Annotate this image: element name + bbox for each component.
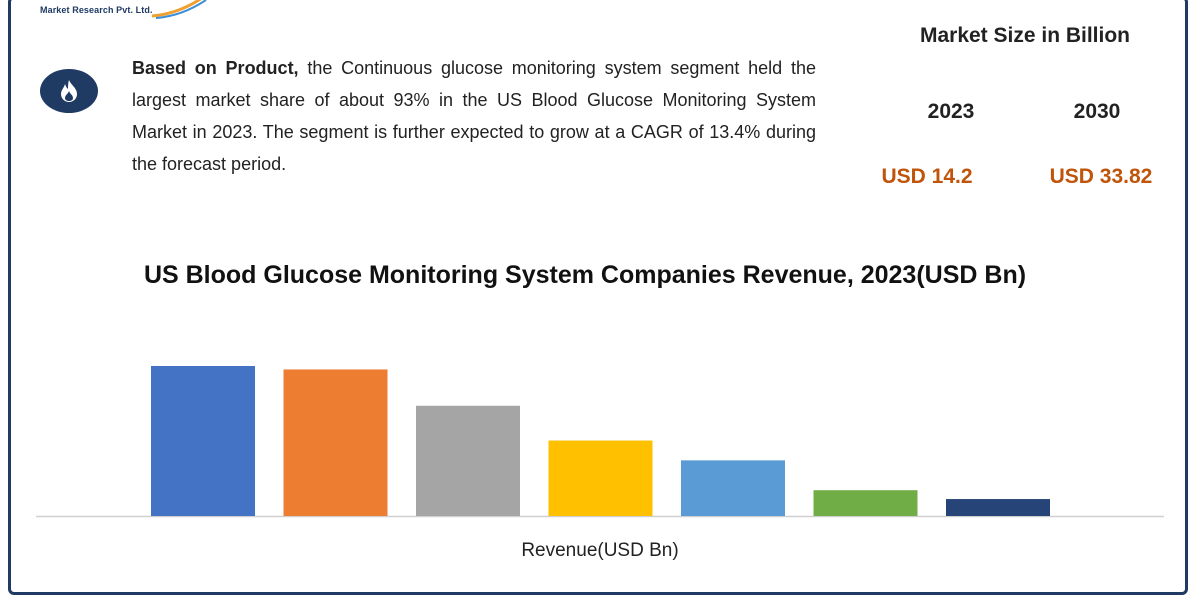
logo-caption: Market Research Pvt. Ltd. [40,5,153,15]
summary-body: the Continuous glucose monitoring system… [132,58,816,174]
bar-7 [946,499,1050,516]
bar-3 [416,405,520,516]
chart-title: US Blood Glucose Monitoring System Compa… [143,261,1027,289]
bar-1 [151,366,255,516]
bar-6 [813,490,918,516]
summary-paragraph: Based on Product, the Continuous glucose… [132,52,816,180]
bar-2 [283,369,388,516]
market-size-title: Market Size in Billion [919,24,1131,47]
bar-4 [548,440,653,516]
page-frame [8,0,1188,595]
summary-badge [40,69,98,113]
market-size-value-2023: USD 14.2 [881,165,973,188]
market-size-year-2030: 2030 [1073,100,1121,123]
flame-icon [61,80,77,102]
summary-lead: Based on Product, [132,58,299,78]
logo-swoosh-icon [151,0,207,19]
market-size-year-2023: 2023 [927,100,975,123]
chart-x-axis-label: Revenue(USD Bn) [521,540,679,561]
bar-5 [681,460,785,516]
market-size-value-2030: USD 33.82 [1049,165,1153,188]
